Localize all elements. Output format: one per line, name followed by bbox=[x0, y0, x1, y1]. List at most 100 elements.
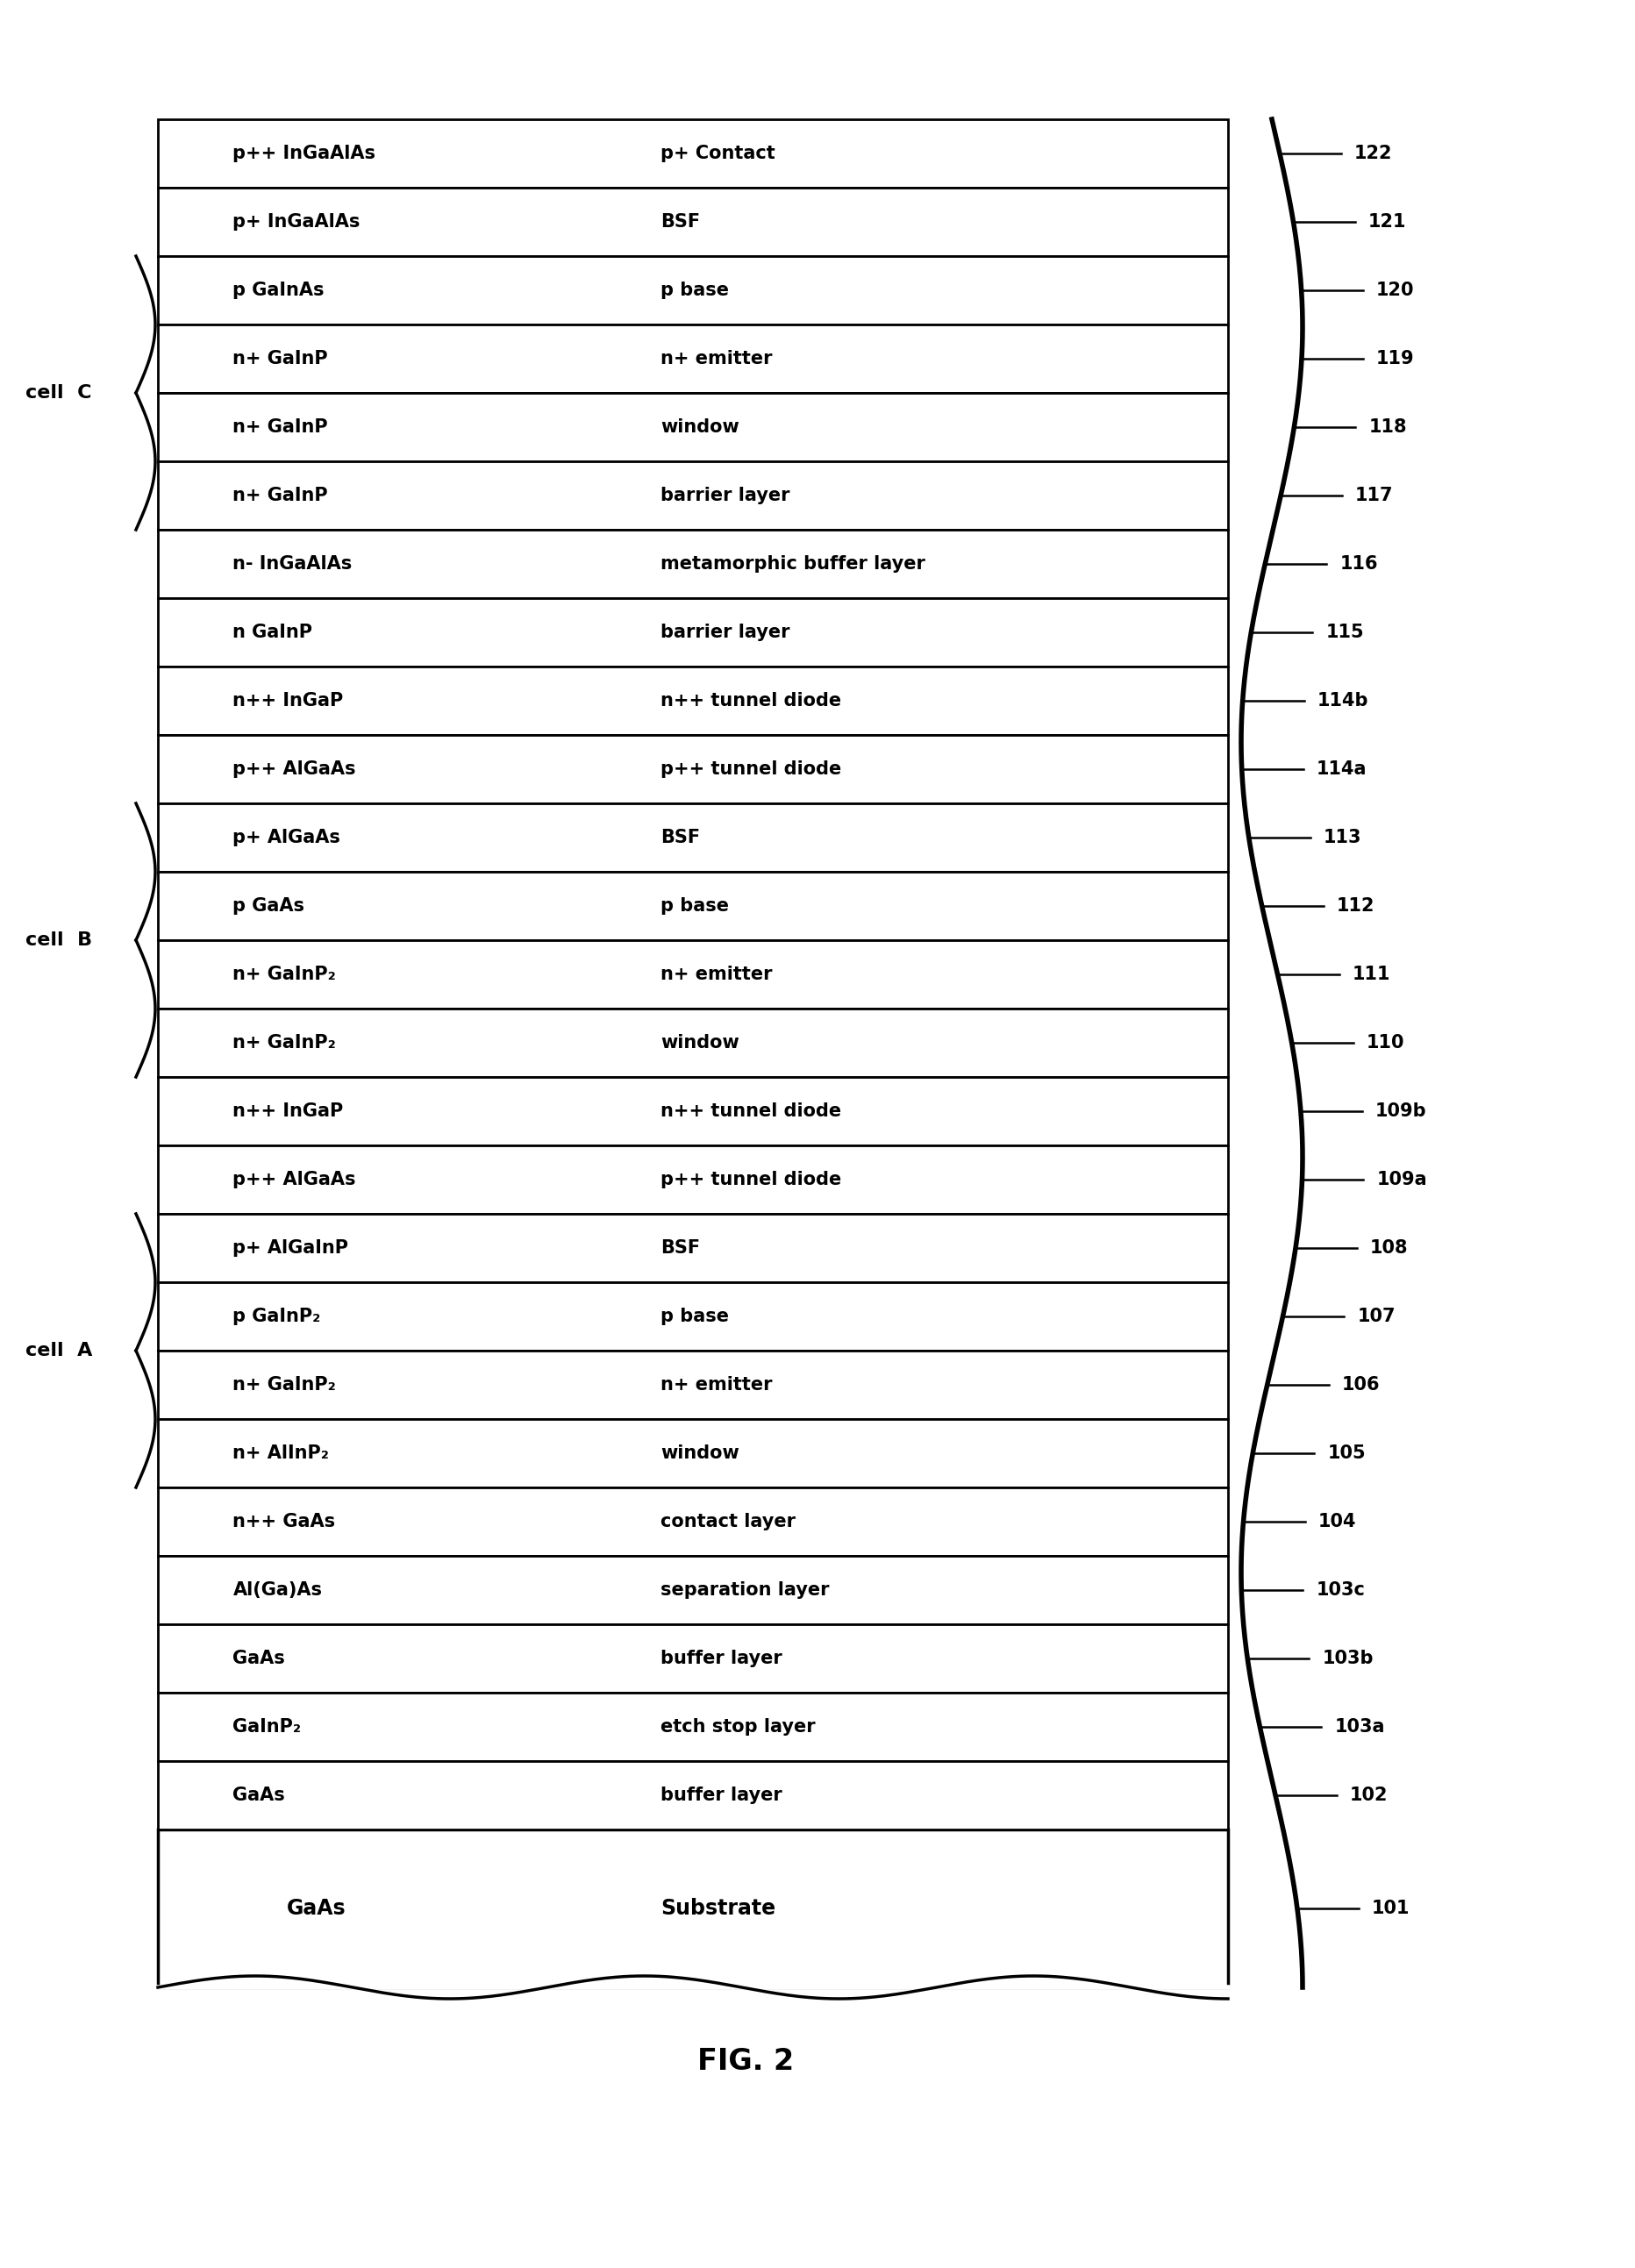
Text: n+ emitter: n+ emitter bbox=[661, 349, 772, 367]
Text: n+ GaInP: n+ GaInP bbox=[232, 349, 329, 367]
Text: 104: 104 bbox=[1318, 1513, 1355, 1531]
Text: GaAs: GaAs bbox=[286, 1898, 345, 1919]
Text: Substrate: Substrate bbox=[661, 1898, 775, 1919]
Bar bbox=[159, 941, 1228, 1009]
Text: p++ tunnel diode: p++ tunnel diode bbox=[661, 1170, 842, 1188]
Text: 114b: 114b bbox=[1316, 692, 1368, 710]
Text: window: window bbox=[661, 1034, 739, 1052]
Text: 117: 117 bbox=[1354, 488, 1393, 503]
Text: cell  A: cell A bbox=[25, 1343, 92, 1359]
Text: buffer layer: buffer layer bbox=[661, 1787, 782, 1803]
Bar bbox=[159, 1213, 1228, 1281]
Text: window: window bbox=[661, 1445, 739, 1463]
Bar bbox=[159, 1624, 1228, 1692]
Text: p+ InGaAlAs: p+ InGaAlAs bbox=[232, 213, 360, 231]
Text: 119: 119 bbox=[1375, 349, 1414, 367]
Text: n+ GaInP₂: n+ GaInP₂ bbox=[232, 1034, 335, 1052]
Text: 103b: 103b bbox=[1321, 1649, 1373, 1667]
Text: Al(Ga)As: Al(Ga)As bbox=[232, 1581, 322, 1599]
Text: p base: p base bbox=[661, 281, 729, 299]
Text: BSF: BSF bbox=[661, 213, 700, 231]
Bar bbox=[159, 1009, 1228, 1077]
Text: barrier layer: barrier layer bbox=[661, 624, 790, 642]
Bar bbox=[159, 667, 1228, 735]
Text: n+ emitter: n+ emitter bbox=[661, 1377, 772, 1393]
Bar bbox=[159, 460, 1228, 531]
Text: n++ GaAs: n++ GaAs bbox=[232, 1513, 335, 1531]
Bar bbox=[159, 531, 1228, 599]
Bar bbox=[159, 735, 1228, 803]
Text: p GaInAs: p GaInAs bbox=[232, 281, 324, 299]
Bar bbox=[159, 1760, 1228, 1830]
Bar bbox=[159, 1145, 1228, 1213]
Text: n- InGaAlAs: n- InGaAlAs bbox=[232, 556, 352, 574]
Text: 107: 107 bbox=[1357, 1309, 1395, 1325]
Bar bbox=[159, 1352, 1228, 1420]
Text: 120: 120 bbox=[1375, 281, 1413, 299]
Bar bbox=[159, 1556, 1228, 1624]
Text: n++ InGaP: n++ InGaP bbox=[232, 1102, 343, 1120]
Text: n++ InGaP: n++ InGaP bbox=[232, 692, 343, 710]
Text: n+ AlInP₂: n+ AlInP₂ bbox=[232, 1445, 329, 1463]
Text: 102: 102 bbox=[1349, 1787, 1388, 1803]
Bar bbox=[159, 1077, 1228, 1145]
Text: 103a: 103a bbox=[1334, 1719, 1385, 1735]
Text: separation layer: separation layer bbox=[661, 1581, 829, 1599]
Text: p++ AlGaAs: p++ AlGaAs bbox=[232, 1170, 356, 1188]
Text: 113: 113 bbox=[1323, 828, 1360, 846]
Bar bbox=[159, 1830, 1228, 1987]
Text: cell  B: cell B bbox=[25, 932, 92, 948]
Text: window: window bbox=[661, 417, 739, 435]
Bar bbox=[159, 1281, 1228, 1352]
Text: etch stop layer: etch stop layer bbox=[661, 1719, 816, 1735]
Text: 116: 116 bbox=[1339, 556, 1377, 574]
Text: GaAs: GaAs bbox=[232, 1787, 284, 1803]
Text: p++ AlGaAs: p++ AlGaAs bbox=[232, 760, 356, 778]
Text: 114a: 114a bbox=[1316, 760, 1367, 778]
Bar bbox=[159, 599, 1228, 667]
Bar bbox=[159, 1420, 1228, 1488]
Text: p+ AlGaAs: p+ AlGaAs bbox=[232, 828, 340, 846]
Text: n+ emitter: n+ emitter bbox=[661, 966, 772, 982]
Bar bbox=[159, 256, 1228, 324]
Text: 115: 115 bbox=[1324, 624, 1364, 642]
Bar bbox=[159, 803, 1228, 871]
Text: n++ tunnel diode: n++ tunnel diode bbox=[661, 1102, 840, 1120]
Bar bbox=[159, 188, 1228, 256]
Text: GaAs: GaAs bbox=[232, 1649, 284, 1667]
Text: n+ GaInP: n+ GaInP bbox=[232, 417, 329, 435]
Text: 111: 111 bbox=[1352, 966, 1390, 982]
Text: n+ GaInP₂: n+ GaInP₂ bbox=[232, 966, 335, 982]
Text: 108: 108 bbox=[1370, 1238, 1408, 1256]
Text: barrier layer: barrier layer bbox=[661, 488, 790, 503]
Text: BSF: BSF bbox=[661, 1238, 700, 1256]
Text: p++ InGaAlAs: p++ InGaAlAs bbox=[232, 145, 376, 163]
Bar bbox=[159, 871, 1228, 941]
Text: FIG. 2: FIG. 2 bbox=[697, 2048, 793, 2077]
Text: GaInP₂: GaInP₂ bbox=[232, 1719, 301, 1735]
Text: 103c: 103c bbox=[1315, 1581, 1364, 1599]
Text: 106: 106 bbox=[1341, 1377, 1380, 1393]
Text: 112: 112 bbox=[1336, 898, 1373, 914]
Text: cell  C: cell C bbox=[26, 383, 92, 401]
Text: buffer layer: buffer layer bbox=[661, 1649, 782, 1667]
Text: 121: 121 bbox=[1367, 213, 1406, 231]
Text: p GaAs: p GaAs bbox=[232, 898, 304, 914]
Text: n+ GaInP: n+ GaInP bbox=[232, 488, 329, 503]
Text: p+ AlGaInP: p+ AlGaInP bbox=[232, 1238, 348, 1256]
Text: 109b: 109b bbox=[1375, 1102, 1426, 1120]
Text: p++ tunnel diode: p++ tunnel diode bbox=[661, 760, 842, 778]
Text: 122: 122 bbox=[1354, 145, 1391, 163]
Bar bbox=[159, 392, 1228, 460]
Text: n GaInP: n GaInP bbox=[232, 624, 312, 642]
Bar bbox=[159, 324, 1228, 392]
Text: p base: p base bbox=[661, 898, 729, 914]
Text: contact layer: contact layer bbox=[661, 1513, 796, 1531]
Text: p+ Contact: p+ Contact bbox=[661, 145, 775, 163]
Text: BSF: BSF bbox=[661, 828, 700, 846]
Text: 118: 118 bbox=[1368, 417, 1406, 435]
Text: 110: 110 bbox=[1365, 1034, 1404, 1052]
Bar bbox=[159, 1488, 1228, 1556]
Bar bbox=[159, 120, 1228, 188]
Text: n+ GaInP₂: n+ GaInP₂ bbox=[232, 1377, 335, 1393]
